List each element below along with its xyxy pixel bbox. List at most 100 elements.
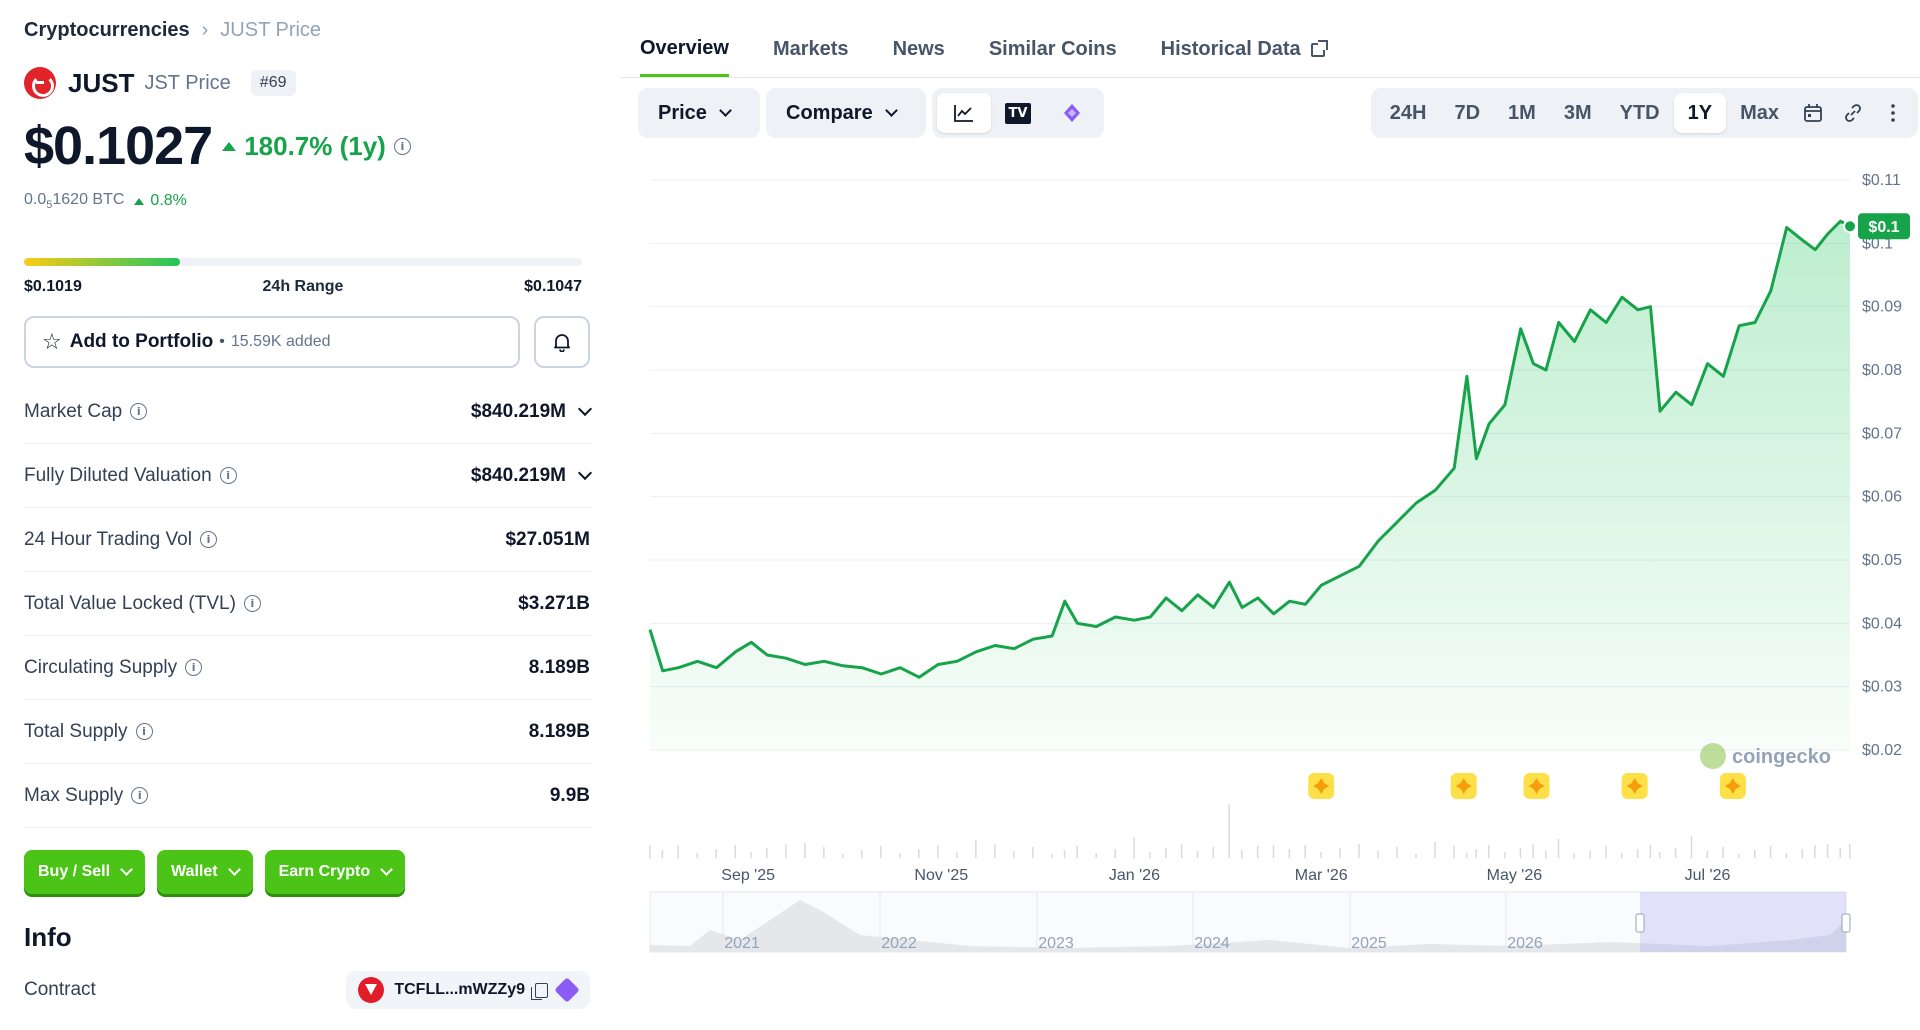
- stat-row: Max Supply i 9.9B: [24, 764, 590, 828]
- contract-label: Contract: [24, 979, 96, 1000]
- stat-row: 24 Hour Trading Vol i $27.051M: [24, 508, 590, 572]
- info-icon[interactable]: i: [243, 595, 261, 612]
- range-label: 24h Range: [262, 278, 344, 295]
- range-1y[interactable]: 1Y: [1673, 93, 1727, 133]
- info-icon[interactable]: i: [185, 659, 203, 676]
- y-tick-label: $0.06: [1862, 489, 1902, 506]
- sparkle-icon: [1313, 778, 1330, 794]
- price-alert-button[interactable]: [533, 316, 590, 368]
- portfolio-label: Add to Portfolio: [69, 331, 214, 352]
- star-icon: ☆: [42, 329, 62, 354]
- info-icon[interactable]: i: [135, 723, 153, 740]
- range-ytd[interactable]: YTD: [1619, 101, 1660, 124]
- metamask-gem-icon[interactable]: [554, 977, 580, 1003]
- info-icon[interactable]: i: [131, 787, 149, 804]
- chart-toolbar: Price Compare TV 24H: [638, 88, 1918, 140]
- walletbutton[interactable]: Wallet: [157, 850, 253, 894]
- price-dropdown-label: Price: [658, 101, 707, 124]
- volume-bar: [1659, 852, 1661, 858]
- sparkle-icon: [1455, 778, 1472, 794]
- compare-dropdown-label: Compare: [786, 101, 873, 124]
- chevron-down-icon: [719, 103, 732, 117]
- sparkle-gem-icon: [1064, 104, 1080, 122]
- chevron-down-icon: [577, 401, 593, 416]
- tron-icon: [358, 977, 385, 1003]
- portfolio-added-count: 15.59K added: [230, 333, 331, 350]
- volume-bar: [975, 840, 977, 858]
- action-label: Buy / Sell: [38, 863, 111, 880]
- volume-bar: [1434, 842, 1436, 858]
- stat-value: 9.9B: [550, 785, 590, 807]
- navigator-year-label: 2021: [724, 935, 760, 952]
- chevron-right-icon: ›: [201, 18, 209, 41]
- btc-price-rest: 1620 BTC: [52, 190, 125, 208]
- action-buttons: Buy / Sell Wallet Earn Crypto: [24, 850, 590, 894]
- ai-insight-button[interactable]: [1045, 93, 1099, 133]
- price-line: [648, 219, 1851, 679]
- range-1m[interactable]: 1M: [1508, 101, 1536, 124]
- compare-dropdown[interactable]: Compare: [766, 88, 926, 138]
- tab-news[interactable]: News: [893, 22, 945, 77]
- stat-label-text: Total Value Locked (TVL): [24, 592, 236, 614]
- tab-overview[interactable]: Overview: [640, 22, 729, 77]
- volume-bar: [1519, 848, 1522, 858]
- breadcrumb-cryptocurrencies[interactable]: Cryptocurrencies: [24, 18, 190, 41]
- stat-row: Total Value Locked (TVL) i $3.271B: [24, 572, 590, 636]
- navigator-area: [650, 900, 1846, 952]
- info-icon[interactable]: i: [199, 531, 217, 548]
- volume-bar: [1605, 846, 1607, 858]
- volume-bar: [994, 844, 996, 858]
- tab-historical-data[interactable]: Historical Data: [1161, 22, 1328, 77]
- buy-sellbutton[interactable]: Buy / Sell: [24, 850, 146, 894]
- contract-pill[interactable]: TCFLL...mWZZy9: [346, 971, 590, 1009]
- price-dropdown[interactable]: Price: [638, 88, 760, 138]
- range-24h[interactable]: 24H: [1389, 101, 1427, 124]
- stat-row: Total Supply i 8.189B: [24, 700, 590, 764]
- calendar-icon: [1804, 104, 1822, 122]
- tab-markets[interactable]: Markets: [773, 22, 849, 77]
- y-tick-label: $0.1: [1862, 235, 1893, 252]
- line-chart-button[interactable]: [937, 93, 991, 133]
- link-button[interactable]: [1833, 93, 1873, 133]
- price-change-1y: 180.7% (1y): [222, 131, 386, 162]
- info-icon[interactable]: i: [393, 137, 411, 155]
- action-label: Earn Crypto: [278, 863, 371, 880]
- stat-value[interactable]: $840.219M: [471, 465, 593, 487]
- volume-bar: [750, 852, 752, 858]
- stat-value: 8.189B: [529, 657, 590, 679]
- btc-price-row: 0.051620 BTC 0.8%: [24, 190, 590, 212]
- volume-bar: [1241, 850, 1243, 858]
- navigator-handle-left: [1635, 913, 1645, 933]
- volume-bar: [734, 845, 736, 858]
- earn-cryptobutton[interactable]: Earn Crypto: [264, 850, 406, 894]
- range-3m[interactable]: 3M: [1563, 101, 1592, 124]
- tab-similar-coins[interactable]: Similar Coins: [989, 22, 1117, 77]
- volume-bar: [1272, 845, 1275, 858]
- x-tick-label: Nov '25: [914, 867, 968, 884]
- volume-bar: [1573, 854, 1576, 858]
- bell-icon: [553, 334, 570, 352]
- volume-bar: [1063, 850, 1066, 858]
- add-to-portfolio-button[interactable]: ☆ Add to Portfolio • 15.59K added: [24, 316, 520, 368]
- calendar-button[interactable]: [1793, 93, 1833, 133]
- more-vertical-button[interactable]: [1873, 93, 1913, 133]
- volume-bar: [1589, 850, 1591, 858]
- volume-bar: [1488, 845, 1490, 858]
- volume-bar: [1013, 851, 1015, 858]
- volume-bar: [1545, 851, 1547, 858]
- info-icon[interactable]: i: [130, 403, 148, 420]
- info-icon[interactable]: i: [219, 467, 237, 484]
- stat-row: Market Cap i $840.219M: [24, 380, 593, 444]
- copy-icon[interactable]: [531, 982, 548, 1000]
- stat-value[interactable]: $840.219M: [471, 401, 593, 423]
- sparkle-icon: [1724, 778, 1741, 794]
- current-price: $0.1027: [24, 116, 213, 176]
- range-max[interactable]: Max: [1740, 101, 1779, 124]
- range-7d[interactable]: 7D: [1454, 101, 1481, 124]
- price-chart[interactable]: $0.11 $0.1 $0.09 $0.08 $0.07 $0.06 $0.05 $0.04 $…: [620, 140, 1910, 1020]
- stat-label: 24 Hour Trading Vol i: [24, 529, 217, 551]
- navigator-year-label: 2025: [1351, 935, 1387, 952]
- tradingview-button[interactable]: TV: [991, 93, 1045, 133]
- range-low: $0.1019: [24, 278, 82, 295]
- current-price-dot: [1843, 219, 1857, 234]
